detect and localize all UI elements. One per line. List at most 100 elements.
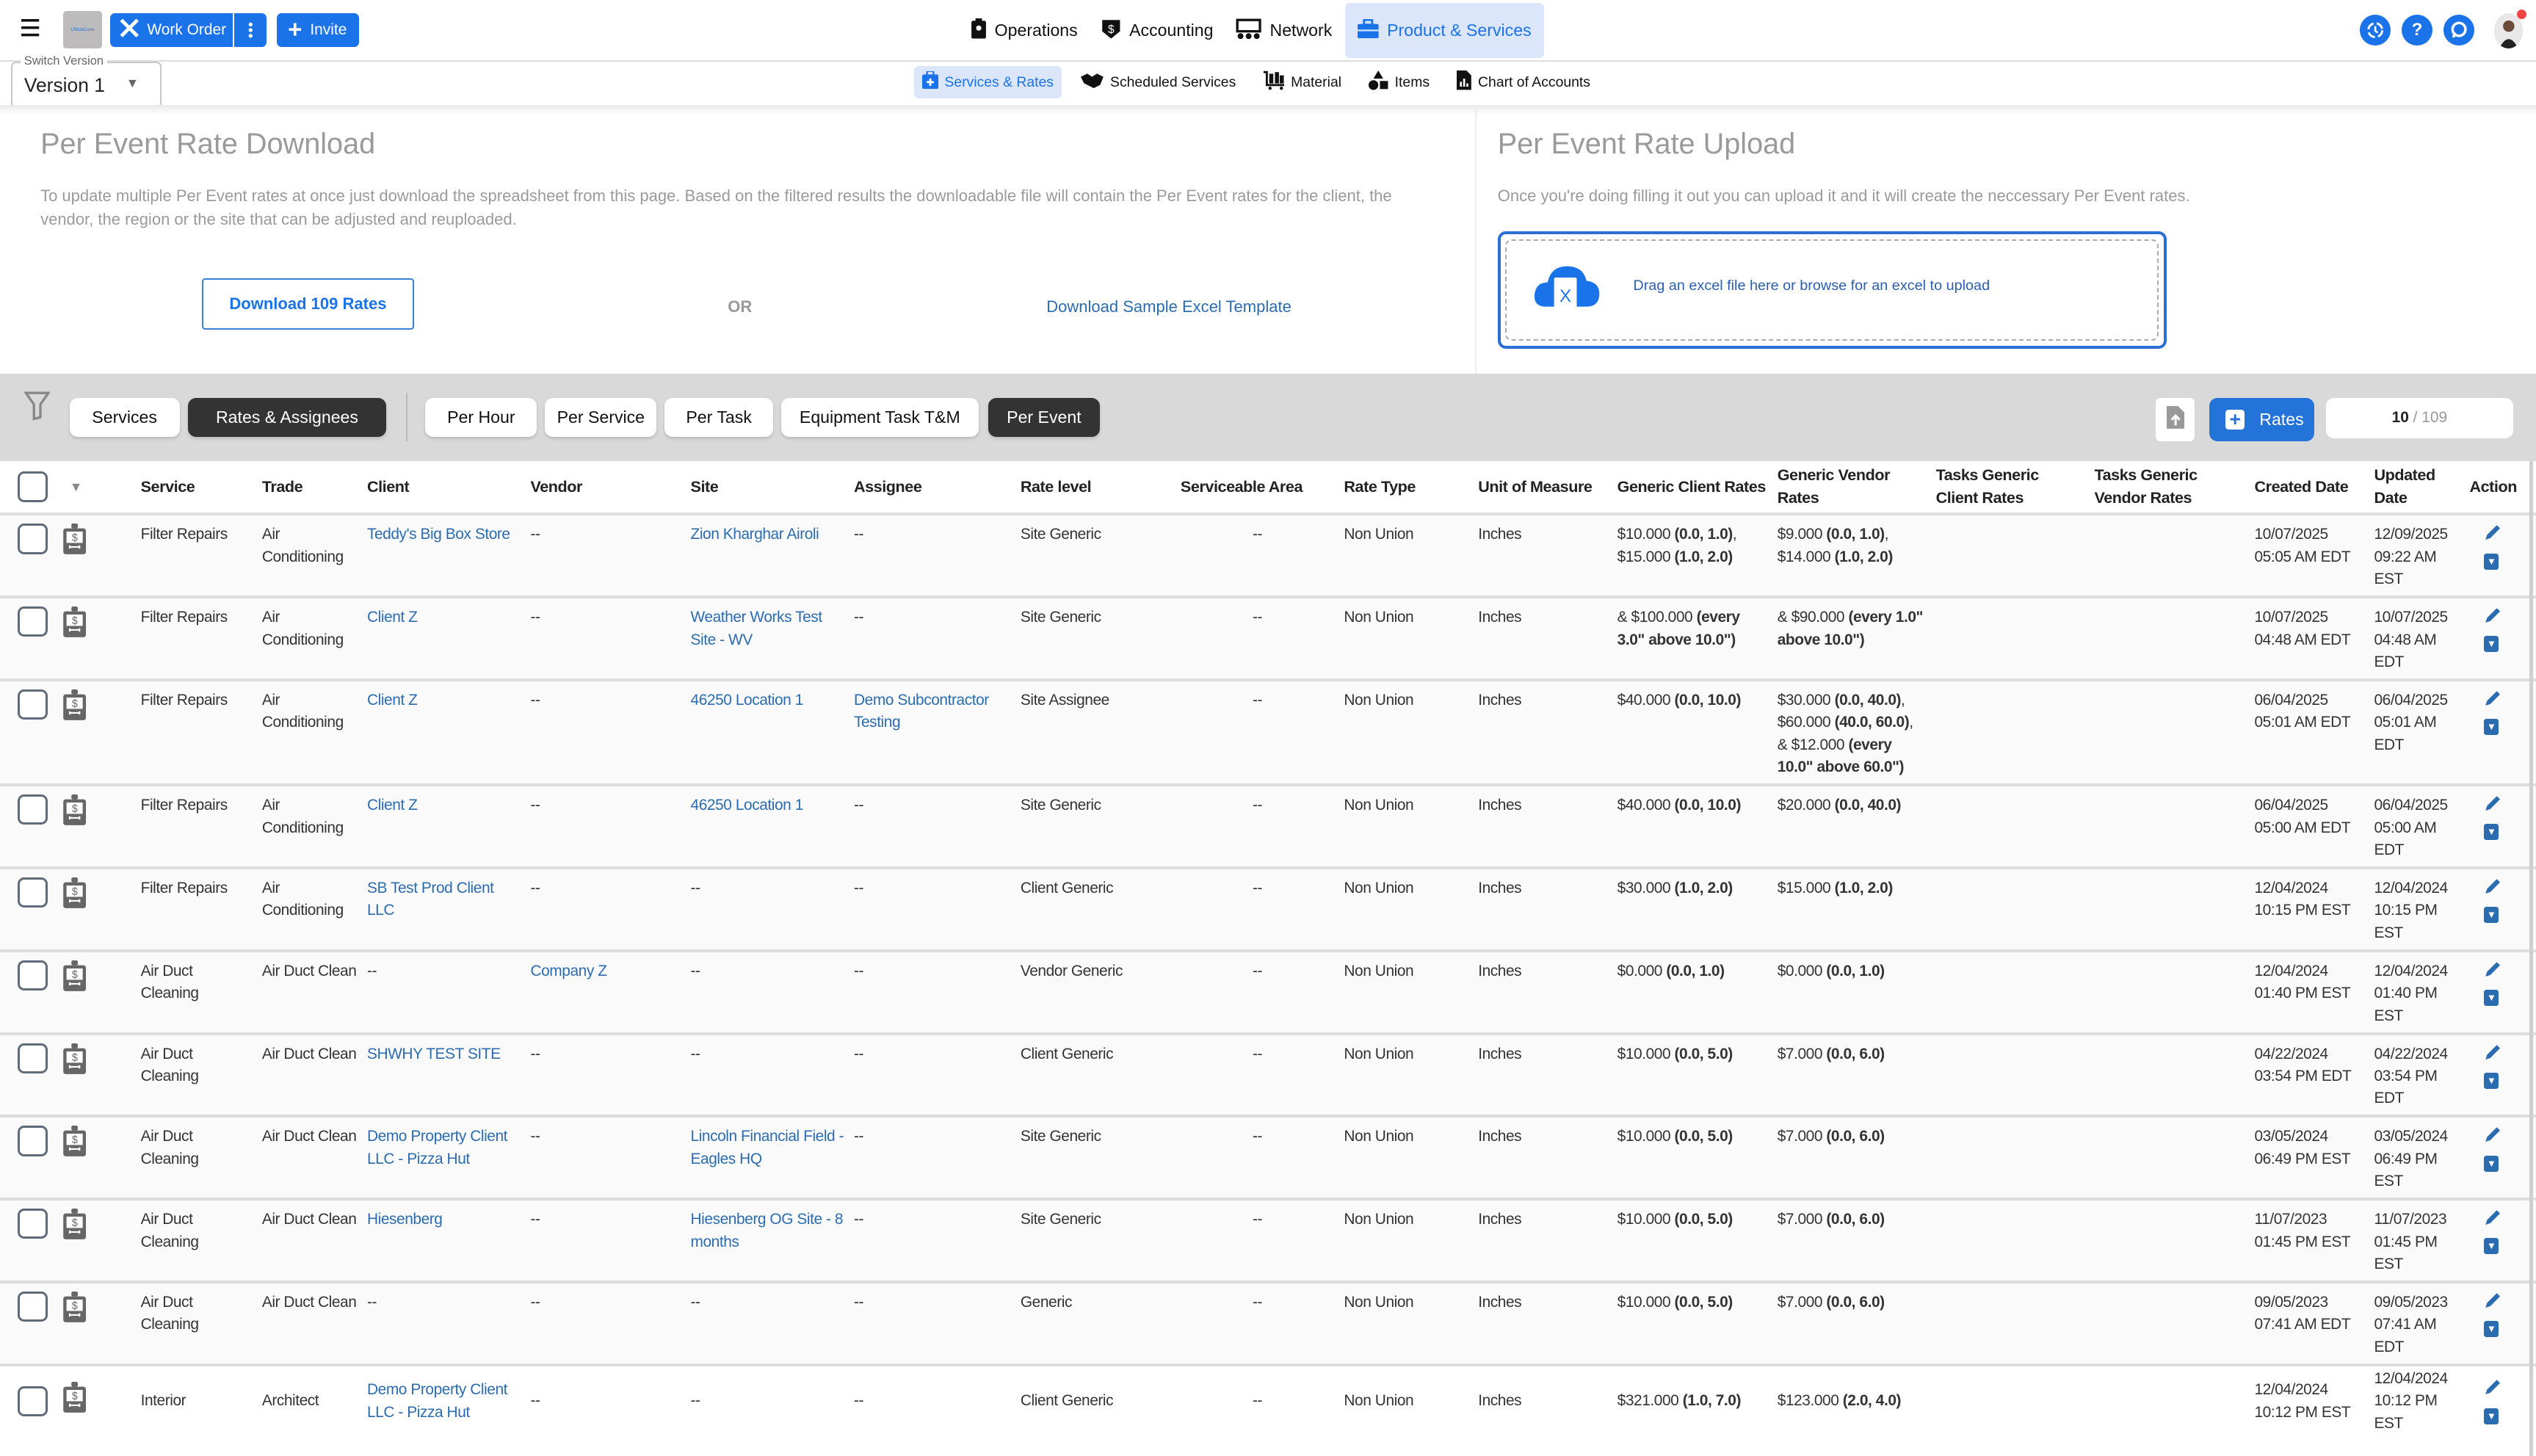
edit-pencil-icon[interactable] — [2484, 606, 2531, 631]
subnav-scheduled-services[interactable]: Scheduled Services — [1073, 66, 1244, 98]
nav-operations[interactable]: Operations — [960, 3, 1087, 58]
nav-network[interactable]: Network — [1226, 3, 1341, 58]
column-header-action[interactable]: Action — [2464, 460, 2536, 515]
column-header-serviceable-area[interactable]: Serviceable Area — [1175, 460, 1339, 515]
subnav-chart-of-accounts[interactable]: Chart of Accounts — [1449, 66, 1598, 98]
chip-per-hour[interactable]: Per Hour — [425, 397, 537, 437]
company-logo[interactable]: UtilizeCore — [62, 11, 102, 49]
row-checkbox[interactable] — [18, 1386, 48, 1417]
subnav-services-rates[interactable]: Services & Rates — [913, 66, 1062, 99]
select-all-checkbox[interactable] — [18, 471, 48, 502]
column-header-trade[interactable]: Trade — [257, 460, 363, 515]
row-checkbox-cell[interactable] — [0, 867, 57, 951]
row-menu-dropdown-icon[interactable]: ▼ — [2484, 824, 2499, 841]
row-menu-dropdown-icon[interactable]: ▼ — [2484, 1321, 2499, 1338]
download-rates-button[interactable]: Download 109 Rates — [202, 278, 414, 330]
vertical-scrollbar[interactable] — [2529, 460, 2533, 1456]
nav-product-services[interactable]: Product & Services — [1344, 3, 1545, 59]
column-header-client[interactable]: Client — [362, 460, 526, 515]
download-template-link[interactable]: Download Sample Excel Template — [1046, 297, 1291, 316]
row-checkbox-cell[interactable] — [0, 1282, 57, 1365]
edit-pencil-icon[interactable] — [2484, 1292, 2531, 1316]
version-select[interactable]: Switch Version Version 1 ▼ — [11, 53, 162, 109]
subnav-items[interactable]: Items — [1361, 66, 1438, 98]
cell-site[interactable]: Lincoln Financial Field - Eagles HQ — [685, 1116, 849, 1200]
chat-icon[interactable] — [2443, 14, 2475, 46]
row-checkbox-cell[interactable] — [0, 1199, 57, 1282]
chip-per-event[interactable]: Per Event — [988, 397, 1100, 437]
invite-button[interactable]: + Invite — [276, 12, 359, 47]
row-menu-dropdown-icon[interactable]: ▼ — [2484, 1072, 2499, 1089]
chip-equipment-task-tm[interactable]: Equipment Task T&M — [780, 397, 979, 437]
cell-site[interactable]: Weather Works Test Site - WV — [685, 597, 849, 680]
table-row[interactable]: $ Filter Repairs Air Conditioning Teddy's B… — [0, 514, 2536, 598]
row-checkbox-cell[interactable] — [0, 950, 57, 1034]
chip-rates-assignees[interactable]: Rates & Assignees — [187, 397, 387, 437]
table-row[interactable]: $ Air Duct Cleaning Air Duct Clean Demo Pro… — [0, 1116, 2536, 1200]
edit-pencil-icon[interactable] — [2484, 960, 2531, 985]
column-header-site[interactable]: Site — [685, 460, 849, 515]
row-menu-dropdown-icon[interactable]: ▼ — [2484, 1408, 2499, 1424]
row-checkbox-cell[interactable] — [0, 597, 57, 680]
edit-pencil-icon[interactable] — [2484, 1209, 2531, 1234]
row-checkbox-cell[interactable] — [0, 1116, 57, 1200]
row-menu-dropdown-icon[interactable]: ▼ — [2484, 989, 2499, 1006]
row-checkbox-cell[interactable] — [0, 785, 57, 868]
table-row[interactable]: $ Filter Repairs Air Conditioning Client Z-… — [0, 785, 2536, 868]
edit-pencil-icon[interactable] — [2484, 689, 2531, 714]
upload-file-button[interactable] — [2156, 397, 2195, 442]
chip-per-service[interactable]: Per Service — [545, 397, 657, 437]
row-checkbox[interactable] — [18, 1126, 48, 1156]
table-row[interactable]: $ Air Duct Cleaning Air Duct Clean -- Compan… — [0, 950, 2536, 1034]
edit-pencil-icon[interactable] — [2484, 1378, 2531, 1403]
cell-client[interactable]: Client Z — [362, 597, 526, 680]
table-row[interactable]: $ Air Duct Cleaning Air Duct Clean -- -- -- --… — [0, 1282, 2536, 1365]
row-checkbox[interactable] — [18, 606, 48, 637]
table-row[interactable]: $ Filter Repairs Air Conditioning Client Z-… — [0, 597, 2536, 680]
column-header-tasks-generic-vendor-rates[interactable]: Tasks Generic Vendor Rates — [2089, 460, 2250, 515]
column-header-rate-type[interactable]: Rate Type — [1338, 460, 1474, 515]
cell-client[interactable]: Client Z — [362, 679, 526, 786]
row-checkbox-cell[interactable] — [0, 1364, 57, 1437]
chip-services[interactable]: Services — [69, 397, 180, 437]
cell-assignee[interactable]: Demo Subcontractor Testing — [849, 679, 1016, 786]
chip-per-task[interactable]: Per Task — [664, 397, 773, 437]
nav-accounting[interactable]: $ Accounting — [1090, 3, 1222, 58]
table-row[interactable]: $ Air Duct Cleaning Air Duct Clean Hiesenbe… — [0, 1199, 2536, 1282]
row-menu-dropdown-icon[interactable]: ▼ — [2484, 636, 2499, 653]
row-checkbox[interactable] — [18, 794, 48, 825]
work-order-button[interactable]: Work Order — [109, 12, 267, 47]
row-checkbox[interactable] — [18, 960, 48, 990]
column-header-service[interactable]: Service — [136, 460, 258, 515]
row-menu-dropdown-icon[interactable]: ▼ — [2484, 1238, 2499, 1255]
table-row[interactable]: $ Air Duct Cleaning Air Duct Clean SHWHY TE… — [0, 1033, 2536, 1117]
work-order-more-icon[interactable] — [233, 12, 267, 47]
filter-icon[interactable] — [23, 391, 51, 425]
cell-site[interactable]: Zion Kharghar Airoli — [685, 514, 849, 598]
edit-pencil-icon[interactable] — [2484, 1126, 2531, 1151]
row-menu-dropdown-icon[interactable]: ▼ — [2484, 553, 2499, 570]
row-checkbox-cell[interactable] — [0, 1033, 57, 1117]
edit-pencil-icon[interactable] — [2484, 794, 2531, 819]
row-checkbox[interactable] — [18, 1209, 48, 1239]
select-all-checkbox-cell[interactable] — [0, 460, 57, 515]
time-tracker-icon[interactable] — [2359, 14, 2391, 46]
cell-site[interactable]: 46250 Location 1 — [685, 785, 849, 868]
row-checkbox[interactable] — [18, 689, 48, 720]
subnav-material[interactable]: Material — [1256, 66, 1349, 98]
cell-client[interactable]: Client Z — [362, 785, 526, 868]
row-checkbox[interactable] — [18, 1043, 48, 1073]
help-icon[interactable]: ? — [2402, 14, 2432, 46]
caret-down-icon[interactable]: ▼ — [69, 479, 82, 495]
table-row[interactable]: $ Filter Repairs Air Conditioning Client Z-… — [0, 679, 2536, 786]
user-avatar[interactable] — [2493, 12, 2524, 49]
cell-client[interactable]: SHWHY TEST SITE — [362, 1033, 526, 1117]
row-menu-dropdown-icon[interactable]: ▼ — [2484, 719, 2499, 736]
column-header-vendor[interactable]: Vendor — [525, 460, 686, 515]
column-header-generic-client-rates[interactable]: Generic Client Rates — [1612, 460, 1773, 515]
row-checkbox[interactable] — [18, 877, 48, 908]
column-header-unit-of-measure[interactable]: Unit of Measure — [1473, 460, 1613, 515]
column-header-created-date[interactable]: Created Date — [2249, 460, 2369, 515]
edit-pencil-icon[interactable] — [2484, 524, 2531, 548]
cell-client[interactable]: Demo Property Client LLC - Pizza Hut — [362, 1116, 526, 1200]
